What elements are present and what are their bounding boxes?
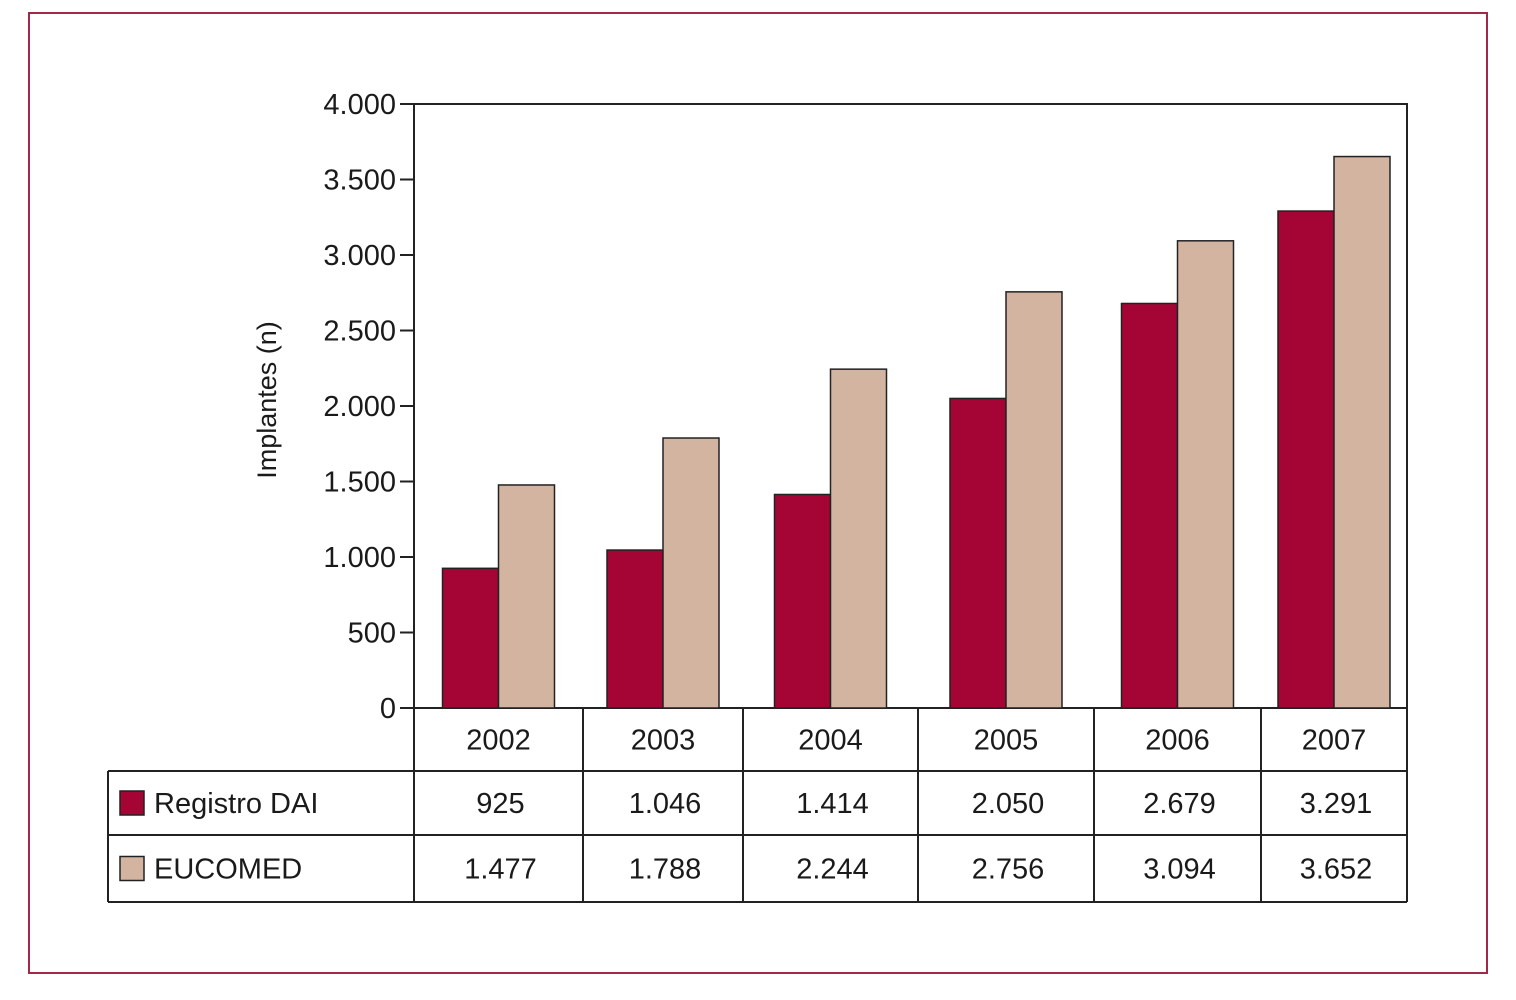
x-tick-label: 2005 xyxy=(974,725,1039,757)
bar-eucomed xyxy=(1005,291,1063,709)
x-tick-label: 2007 xyxy=(1302,725,1367,757)
bar-eucomed xyxy=(497,484,556,709)
bar-registro-dai xyxy=(606,549,664,709)
x-tick-label: 2002 xyxy=(466,725,531,757)
bar-registro-dai xyxy=(773,493,832,709)
data-label: 3.291 xyxy=(1300,788,1373,820)
bar-eucomed xyxy=(1333,155,1391,709)
y-tick-label: 2.000 xyxy=(323,391,396,423)
data-label: 1.046 xyxy=(629,788,702,820)
legend-label: Registro DAI xyxy=(154,788,318,820)
y-tick-label: 3.500 xyxy=(323,165,396,197)
plot-area xyxy=(413,103,1408,709)
figure-frame xyxy=(28,12,1488,974)
x-tick-label: 2006 xyxy=(1145,725,1210,757)
y-tick-label: 0 xyxy=(380,693,396,725)
bar-eucomed xyxy=(829,368,888,709)
x-tick-label: 2003 xyxy=(631,725,696,757)
x-tick-label: 2004 xyxy=(798,725,863,757)
data-label: 2.050 xyxy=(972,788,1045,820)
y-tick-label: 1.500 xyxy=(323,467,396,499)
bar-registro-dai xyxy=(949,397,1007,709)
bar-eucomed xyxy=(662,437,720,709)
y-tick-label: 4.000 xyxy=(323,89,396,121)
data-label: 2.756 xyxy=(972,854,1045,886)
data-label: 2.679 xyxy=(1143,788,1216,820)
data-label: 1.788 xyxy=(629,854,702,886)
data-label: 3.094 xyxy=(1143,854,1216,886)
y-tick-label: 3.000 xyxy=(323,240,396,272)
y-tick-label: 1.000 xyxy=(323,542,396,574)
y-tick-label: 500 xyxy=(348,618,396,650)
legend-swatch xyxy=(119,790,145,816)
bar-eucomed xyxy=(1176,240,1235,709)
legend-swatch xyxy=(119,855,145,882)
legend-label: EUCOMED xyxy=(154,854,302,886)
y-tick-label: 2.500 xyxy=(323,316,396,348)
bar-registro-dai xyxy=(1277,210,1335,709)
data-label: 1.414 xyxy=(796,788,869,820)
bar-registro-dai xyxy=(1120,302,1179,709)
y-axis-title: Implantes (n) xyxy=(252,321,282,479)
data-label: 3.652 xyxy=(1300,854,1373,886)
bar-registro-dai xyxy=(441,567,500,709)
data-label: 1.477 xyxy=(464,854,537,886)
data-label: 925 xyxy=(476,788,524,820)
data-label: 2.244 xyxy=(796,854,869,886)
